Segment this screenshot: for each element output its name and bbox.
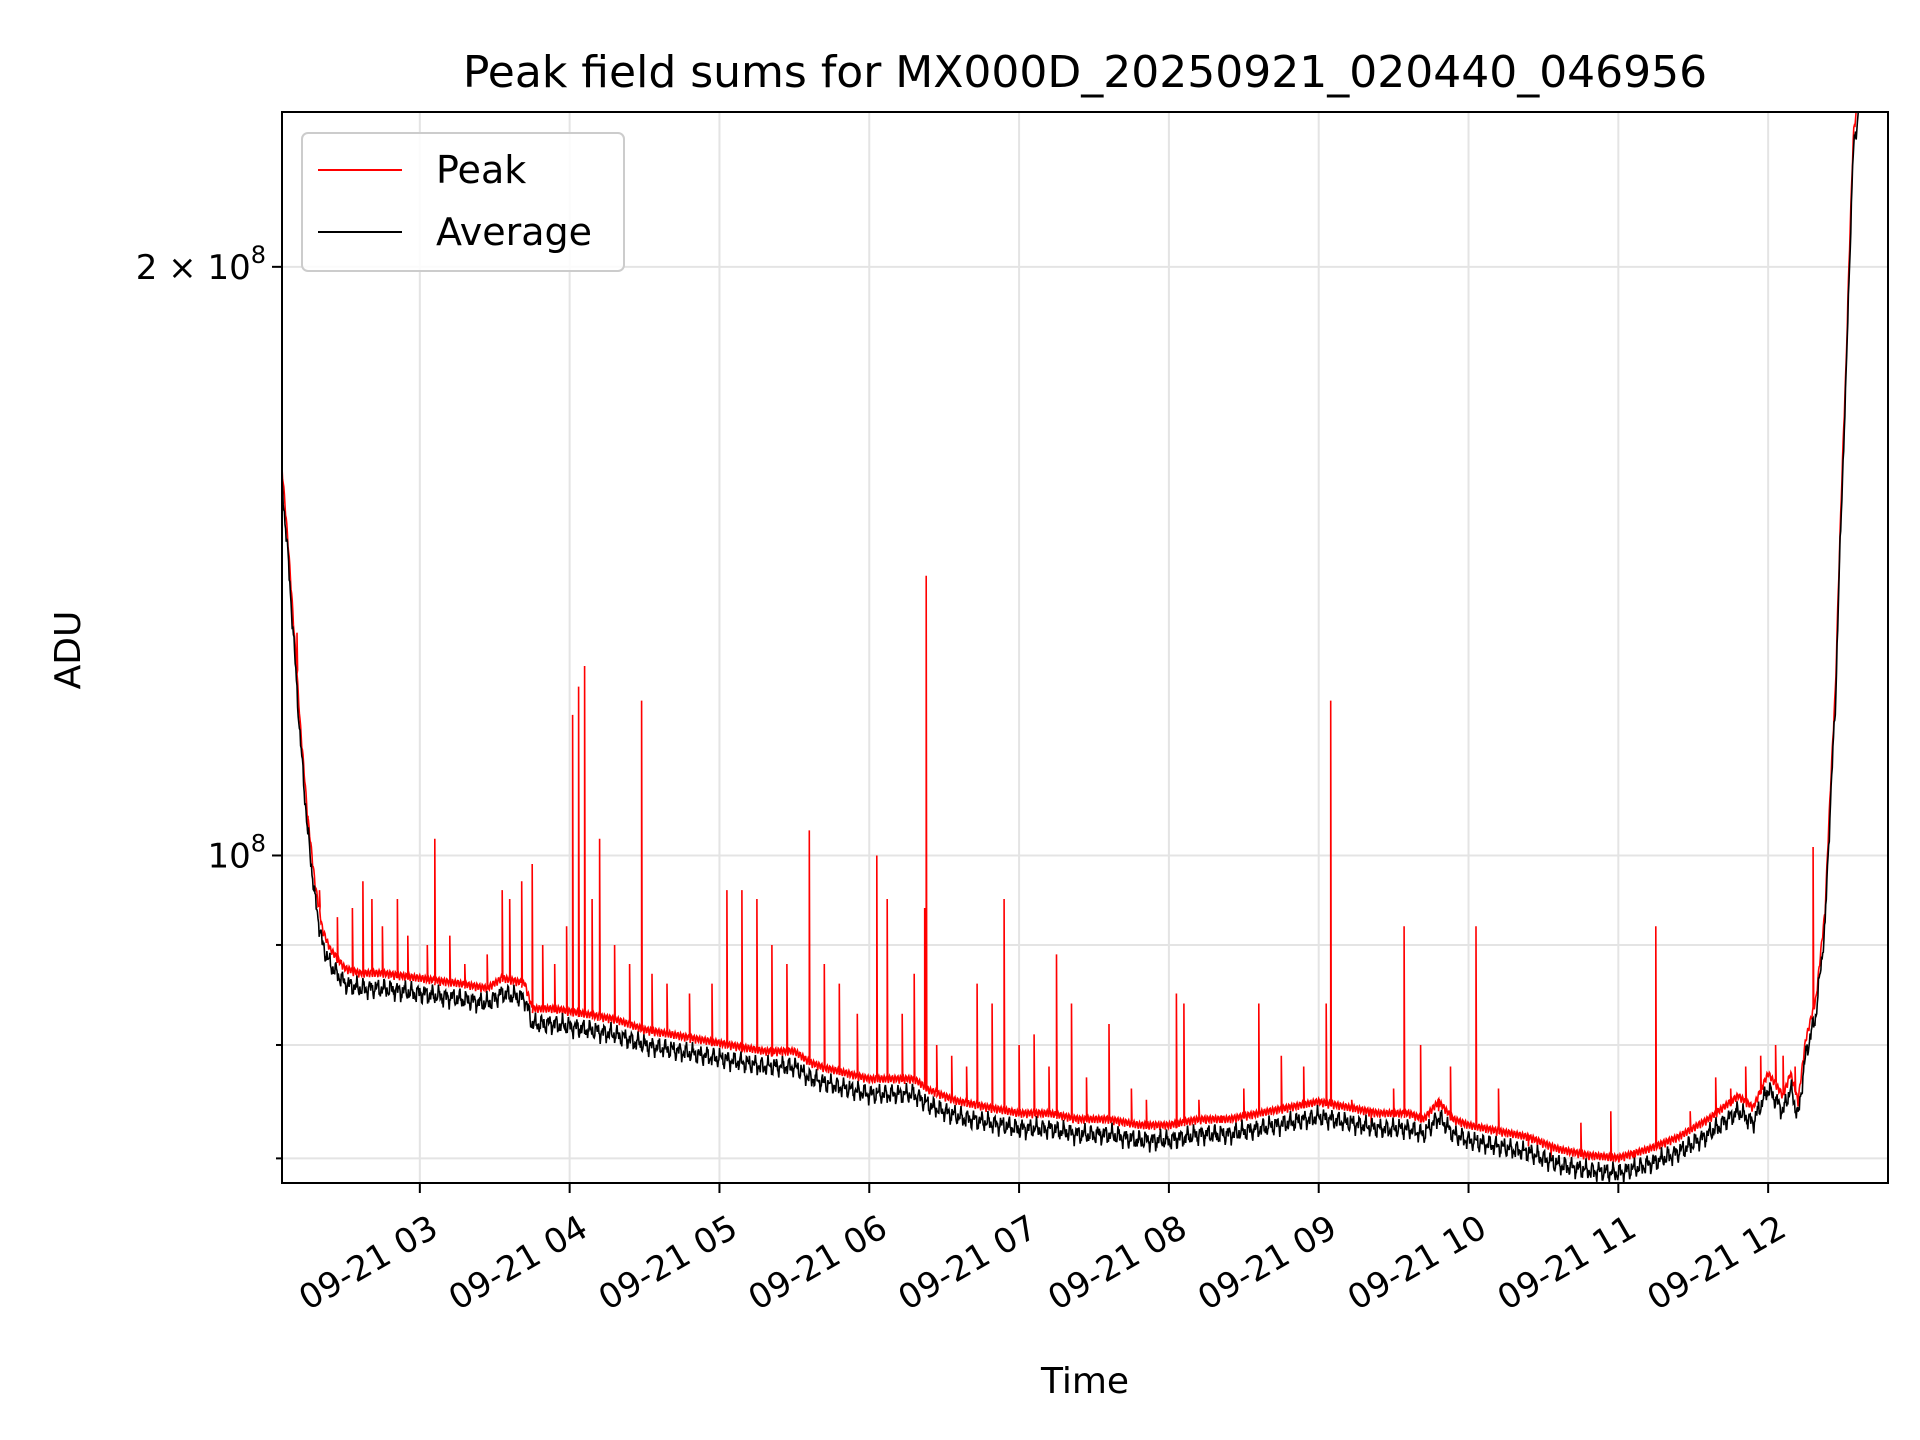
x-tick-label: 09-21 09 xyxy=(1191,1208,1343,1319)
y-tick-label-exponent: 8 xyxy=(251,829,266,857)
grid xyxy=(282,112,1888,1183)
chart-title: Peak field sums for MX000D_20250921_0204… xyxy=(463,47,1707,98)
y-axis-label: ADU xyxy=(48,611,89,690)
series-line-average xyxy=(282,112,1860,1183)
series-line-peak xyxy=(282,112,1857,1163)
plot-area xyxy=(282,112,1860,1183)
y-tick-label-base: 2 × 10 xyxy=(136,248,251,288)
legend-frame xyxy=(301,132,625,272)
y-tick-label: 2 × 108 xyxy=(136,241,266,288)
legend: Peak Average xyxy=(301,132,625,272)
plot-frame xyxy=(281,111,1889,1184)
x-tick-label: 09-21 04 xyxy=(442,1208,594,1319)
x-tick-label: 09-21 12 xyxy=(1641,1208,1793,1319)
x-tick-label: 09-21 06 xyxy=(742,1208,894,1319)
legend-label-peak: Peak xyxy=(436,148,526,192)
x-tick-label: 09-21 08 xyxy=(1041,1208,1193,1319)
y-tick-label-base: 10 xyxy=(207,836,250,876)
legend-label-average: Average xyxy=(436,210,592,254)
y-tick-label: 108 xyxy=(207,829,266,876)
x-tick-label: 09-21 11 xyxy=(1491,1208,1643,1319)
x-tick-label: 09-21 05 xyxy=(592,1208,744,1319)
x-tick-label: 09-21 03 xyxy=(292,1208,444,1319)
x-axis-label: Time xyxy=(1040,1361,1129,1402)
y-tick-label-exponent: 8 xyxy=(251,241,266,269)
x-tick-label: 09-21 07 xyxy=(892,1208,1044,1319)
x-tick-label: 09-21 10 xyxy=(1341,1208,1493,1319)
